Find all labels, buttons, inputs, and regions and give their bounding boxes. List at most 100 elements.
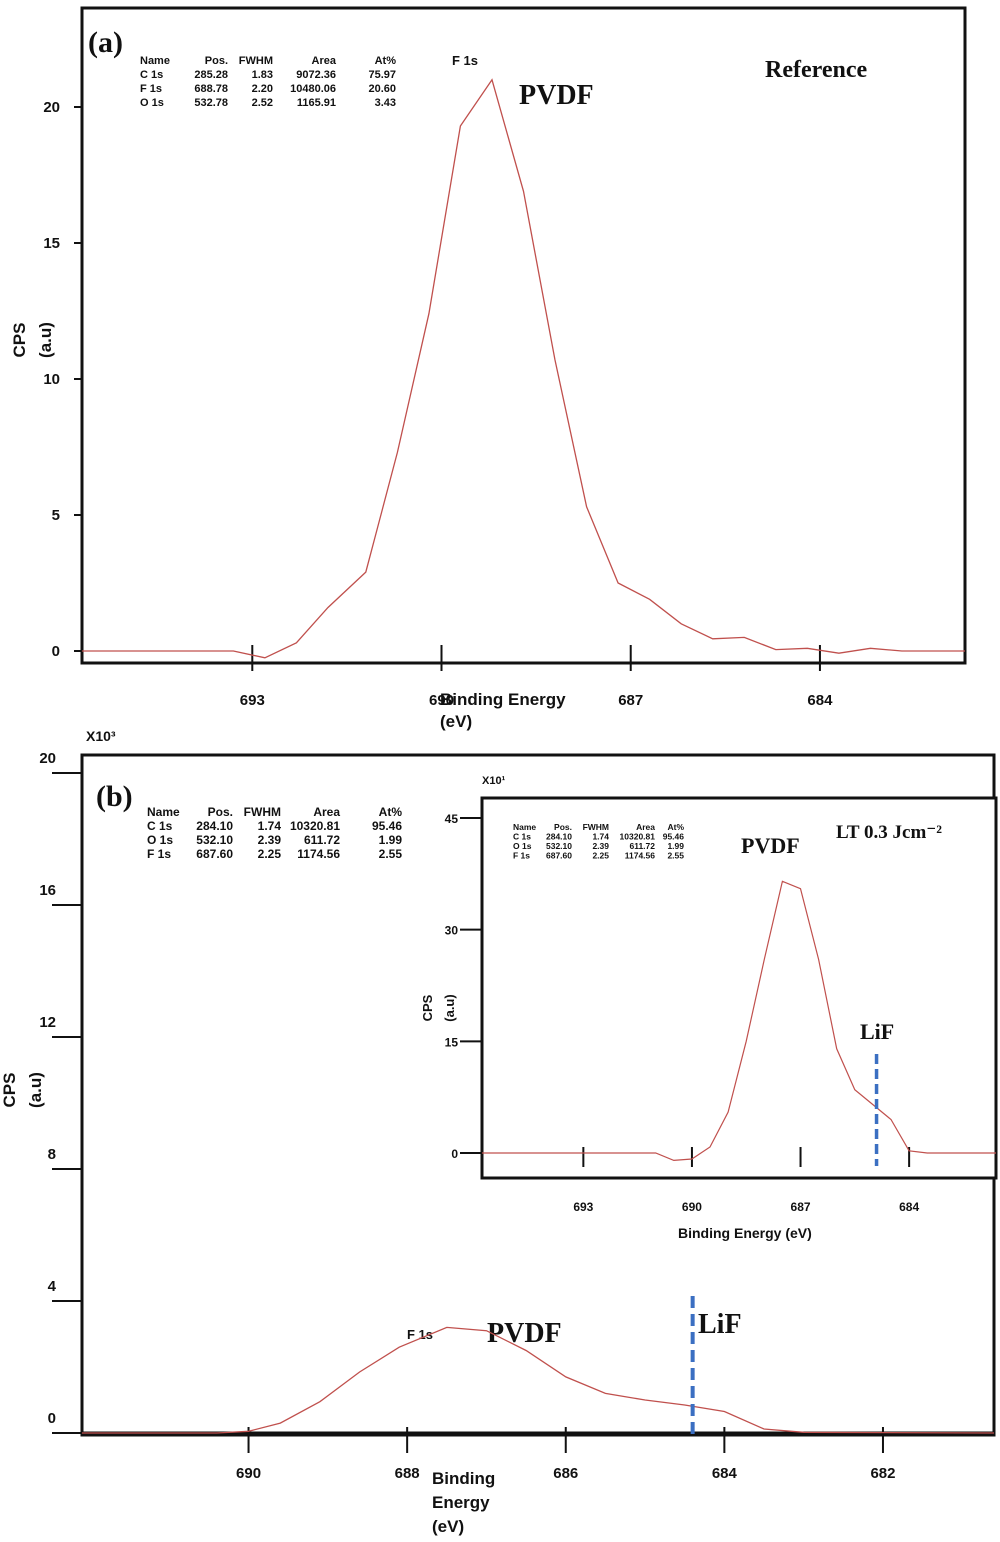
x-tick-label: 682	[870, 1465, 895, 1482]
table-cell: F 1s	[513, 851, 530, 861]
table-cell: 532.78	[194, 97, 228, 109]
x-axis-label-line: Energy	[432, 1493, 490, 1512]
x-tick-label: 684	[899, 1200, 919, 1214]
x-tick-label: 686	[553, 1465, 578, 1482]
table-cell: 2.39	[258, 833, 282, 847]
table-cell: 1174.56	[625, 851, 656, 861]
table-header-cell: FWHM	[239, 55, 273, 67]
y-tick-label: 15	[445, 1035, 459, 1049]
inset-title: LT 0.3 Jcm⁻²	[836, 822, 942, 843]
panel-b-y-ticks: 0 4 8 12 16 20	[39, 750, 82, 1434]
table-header-cell: At%	[375, 55, 397, 67]
panel-b-y-multiplier: X10³	[86, 728, 116, 744]
panel-b-quant-table: Name Pos. FWHM Area At% C 1s 284.10 1.74 10320.8…	[147, 805, 402, 861]
y-tick-label: 30	[445, 924, 459, 938]
y-tick-label: 20	[39, 750, 56, 767]
panel-a-f1s-label: F 1s	[452, 53, 478, 68]
table-cell: 687.60	[196, 847, 233, 861]
table-cell: O 1s	[140, 97, 164, 109]
table-cell: 2.55	[667, 851, 684, 861]
inset-pvdf-label: PVDF	[741, 833, 800, 858]
table-cell: C 1s	[140, 69, 163, 81]
x-tick-label: 687	[791, 1200, 811, 1214]
inset-y-axis-label: CPS (a.u)	[420, 994, 457, 1021]
x-tick-label: 688	[395, 1465, 420, 1482]
inset-y-multiplier: X10¹	[482, 775, 506, 787]
inset-background	[482, 798, 996, 1178]
inset-lif-label: LiF	[860, 1019, 894, 1044]
table-cell: 10320.81	[290, 819, 340, 833]
panel-b-pvdf-label: PVDF	[487, 1318, 562, 1349]
panel-b-chart: (b) X10³ PVDF F 1s LiF Name Pos. FWHM Area A…	[0, 728, 998, 1536]
table-cell: 10480.06	[290, 83, 336, 95]
table-cell: 9072.36	[296, 69, 336, 81]
y-tick-label: 15	[43, 235, 60, 252]
x-tick-label: 684	[807, 692, 833, 709]
panel-a-y-axis-label: CPS (a.u)	[10, 322, 55, 358]
table-cell: 1.74	[258, 819, 282, 833]
y-axis-label-line: (a.u)	[26, 1072, 45, 1108]
panel-a-f1s-spectrum-line	[82, 78, 965, 659]
panel-a-reference-chart: (a) Reference PVDF F 1s Name Pos. FWHM Area…	[10, 6, 967, 731]
table-cell: 1.83	[252, 69, 273, 81]
y-tick-label: 20	[43, 99, 60, 116]
table-cell: 95.46	[372, 819, 402, 833]
table-header-cell: Area	[636, 822, 655, 832]
panel-b-inset-chart: X10¹ LT 0.3 Jcm⁻² PVDF LiF Name Pos. FWHM A…	[420, 775, 998, 1241]
panel-b-f1s-label: F 1s	[407, 1327, 433, 1342]
table-cell: 532.10	[196, 833, 233, 847]
table-cell: O 1s	[513, 841, 532, 851]
x-axis-label-line: Binding Energy	[440, 690, 566, 709]
y-tick-label: 45	[445, 812, 459, 826]
y-tick-label: 0	[48, 1410, 56, 1427]
table-cell: 2.55	[379, 847, 403, 861]
table-cell: 3.43	[375, 97, 396, 109]
table-header-cell: Pos.	[554, 822, 572, 832]
inset-y-ticks: 0 15 30 45	[445, 812, 482, 1161]
table-header-cell: At%	[667, 822, 684, 832]
table-header-cell: Area	[312, 55, 337, 67]
x-axis-label-line: Binding	[432, 1469, 495, 1488]
table-cell: 95.46	[663, 832, 685, 842]
table-cell: F 1s	[147, 847, 171, 861]
x-tick-label: 690	[236, 1465, 261, 1482]
inset-f1s-spectrum-line	[482, 880, 996, 1162]
table-cell: 611.72	[629, 841, 655, 851]
y-axis-label-line: CPS	[420, 994, 435, 1021]
x-axis-label-line: (eV)	[440, 712, 472, 731]
table-header-cell: Pos.	[205, 55, 228, 67]
table-cell: F 1s	[140, 83, 162, 95]
table-cell: 2.52	[252, 97, 273, 109]
y-tick-label: 8	[48, 1146, 56, 1163]
panel-b-x-ticks: 690 688 686 684 682	[236, 1427, 895, 1482]
table-header-cell: Name	[147, 805, 180, 819]
x-tick-label: 693	[573, 1200, 593, 1214]
panel-a-y-ticks: 0 5 10 15 20	[43, 99, 82, 660]
table-header-cell: Area	[313, 805, 340, 819]
inset-frame	[480, 796, 998, 1180]
y-axis-label-line: (a.u)	[442, 994, 457, 1021]
table-header-cell: Name	[513, 822, 536, 832]
table-cell: C 1s	[147, 819, 173, 833]
table-cell: 1.99	[667, 841, 684, 851]
y-tick-label: 16	[39, 882, 56, 899]
table-header-cell: At%	[379, 805, 403, 819]
table-cell: 2.25	[592, 851, 609, 861]
table-cell: 75.97	[368, 69, 396, 81]
y-axis-label-line: CPS	[10, 323, 29, 358]
table-cell: 1.99	[379, 833, 403, 847]
table-header-cell: Pos.	[208, 805, 233, 819]
y-tick-label: 5	[52, 507, 60, 524]
table-cell: C 1s	[513, 832, 531, 842]
panel-a-label: (a)	[88, 26, 123, 59]
table-cell: 532.10	[546, 841, 572, 851]
inset-quant-table: Name Pos. FWHM Area At% C 1s 284.10 1.74 10320.8…	[513, 822, 684, 861]
table-cell: 1.74	[592, 832, 609, 842]
panel-b-x-axis-label: Binding Energy (eV)	[432, 1469, 495, 1536]
inset-x-ticks: 693 690 687 684	[573, 1147, 919, 1214]
x-axis-label-line: (eV)	[432, 1517, 464, 1536]
table-cell: 10320.81	[620, 832, 656, 842]
table-cell: 2.20	[252, 83, 273, 95]
table-cell: 2.25	[258, 847, 282, 861]
